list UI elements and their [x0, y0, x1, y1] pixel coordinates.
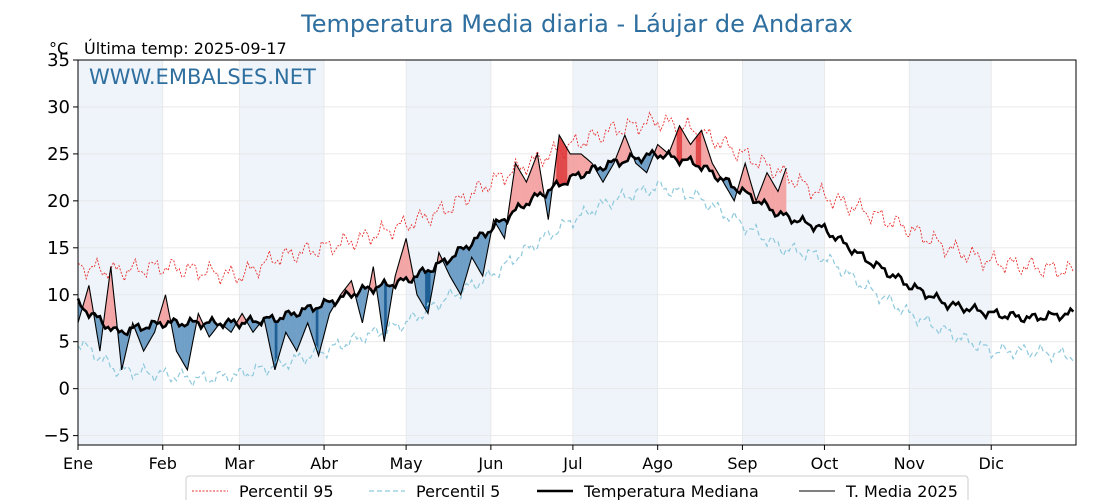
- series-median-line: [76, 148, 1075, 337]
- chart-title: Temperatura Media diaria - Láujar de And…: [300, 10, 853, 38]
- month-band: [239, 60, 325, 445]
- series-lines: [76, 111, 1075, 388]
- y-tick-label: 10: [47, 285, 70, 306]
- anomaly-above-segment: [695, 133, 699, 167]
- anomaly-below-segment: [181, 323, 185, 366]
- anomaly-above-segment: [559, 134, 563, 187]
- y-axis: −5 0 5 10 15 20 25 30 35: [43, 50, 78, 447]
- x-tick-label: Dic: [978, 454, 1004, 473]
- x-tick-label: Mar: [224, 454, 255, 473]
- anomaly-above-segment: [561, 139, 565, 185]
- anomaly-fills: [77, 125, 787, 371]
- anomaly-below-segment: [184, 324, 188, 371]
- x-axis: Ene Feb Mar Abr May Jun Jul Ago Sep Oct Nov Dic: [63, 445, 1004, 473]
- x-tick-label: Nov: [894, 454, 925, 473]
- x-tick-label: May: [390, 454, 423, 473]
- series-current-line: [77, 124, 787, 372]
- month-band: [78, 60, 163, 445]
- legend-current-label: T. Media 2025: [845, 482, 958, 500]
- x-tick-label: Ago: [642, 454, 673, 473]
- month-band: [572, 60, 658, 445]
- x-tick-label: Abr: [310, 454, 338, 473]
- anomaly-below-segment: [179, 323, 183, 362]
- y-tick-label: 20: [47, 191, 70, 212]
- series-p5-line: [77, 180, 1074, 388]
- anomaly-below-segment: [293, 312, 297, 352]
- last-temp-label: Última temp: 2025-09-17: [84, 39, 287, 58]
- legend-median-label: Temperatura Mediana: [583, 482, 759, 500]
- anomaly-above-segment: [520, 172, 524, 209]
- month-band: [909, 60, 992, 445]
- month-band: [742, 60, 825, 445]
- legend-p95-label: Percentil 95: [239, 482, 334, 500]
- anomaly-below-segment: [419, 267, 423, 305]
- y-tick-label: 15: [47, 238, 70, 259]
- anomaly-below-segment: [479, 232, 483, 277]
- legend-box: [185, 475, 969, 500]
- x-tick-label: Jun: [477, 454, 503, 473]
- series-p95-line: [77, 111, 1074, 286]
- y-tick-label: −5: [43, 426, 70, 447]
- y-tick-label: 5: [59, 332, 70, 353]
- legend: Percentil 95 Percentil 5 Temperatura Med…: [185, 475, 969, 500]
- x-tick-label: Jul: [562, 454, 582, 473]
- y-tick-label: 30: [47, 97, 70, 118]
- x-tick-label: Oct: [811, 454, 839, 473]
- x-tick-label: Ene: [63, 454, 93, 473]
- anomaly-below-segment: [425, 269, 429, 315]
- anomaly-above-segment: [572, 153, 576, 176]
- legend-p5-label: Percentil 5: [416, 482, 500, 500]
- x-tick-label: Feb: [149, 454, 177, 473]
- plot-frame: [77, 59, 1077, 446]
- anomaly-above-segment: [570, 153, 574, 177]
- anomaly-above-segment: [518, 167, 522, 208]
- x-tick-label: Sep: [727, 454, 757, 473]
- anomaly-above-segment: [698, 129, 702, 172]
- unit-label: °C: [49, 39, 68, 58]
- y-tick-label: 0: [59, 379, 70, 400]
- y-tick-label: 35: [47, 50, 70, 71]
- grid-lines: [77, 59, 1076, 445]
- watermark: WWW.EMBALSES.NET: [89, 65, 316, 89]
- anomaly-above-segment: [580, 153, 584, 179]
- anomaly-below-segment: [457, 247, 461, 296]
- y-tick-label: 25: [47, 144, 70, 165]
